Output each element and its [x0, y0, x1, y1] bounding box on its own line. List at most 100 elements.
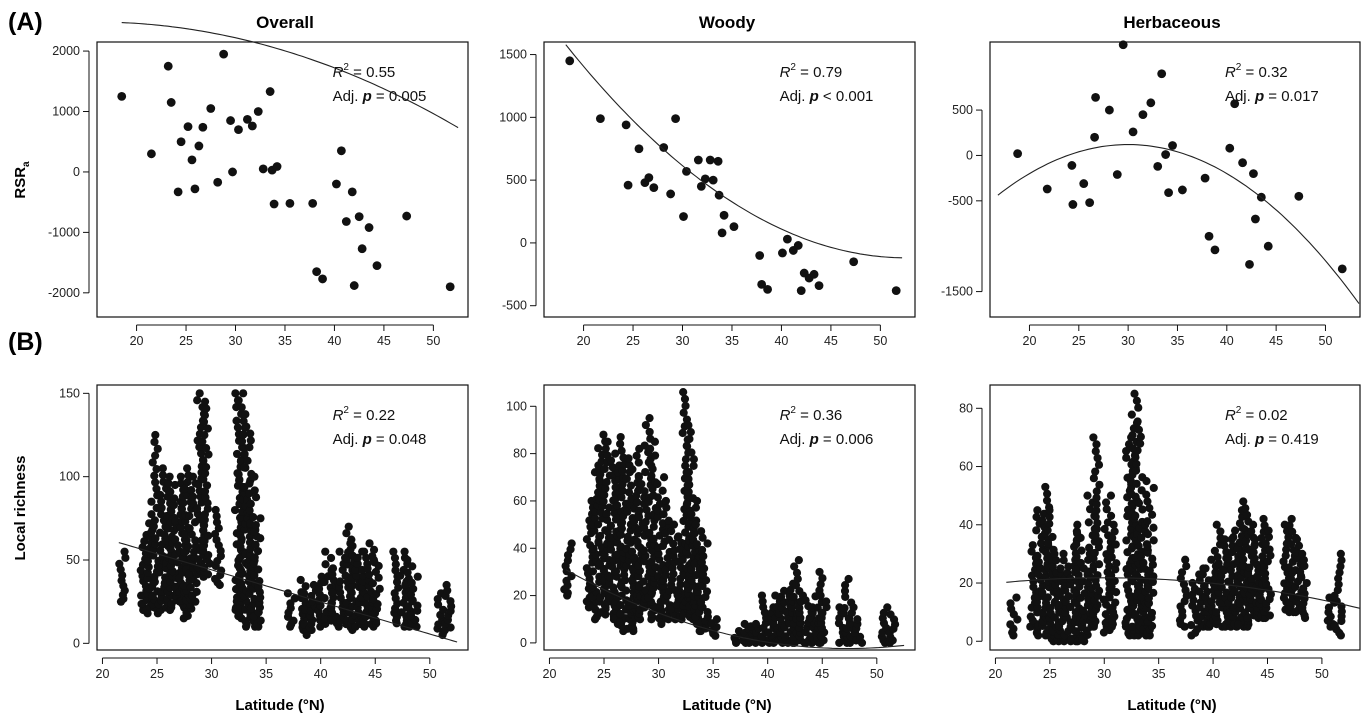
data-point — [1056, 564, 1065, 573]
x-tick-label: 25 — [179, 334, 193, 348]
data-point — [678, 555, 687, 565]
data-point — [1118, 40, 1128, 50]
adj-p-label: Adj. p = 0.005 — [333, 88, 427, 105]
data-point — [617, 518, 627, 527]
data-point — [1250, 541, 1259, 550]
data-point — [179, 581, 188, 590]
data-point — [365, 539, 374, 548]
data-point — [1148, 560, 1157, 569]
data-point — [1164, 188, 1173, 198]
data-point — [1243, 613, 1252, 623]
data-point — [1188, 578, 1197, 588]
data-point — [245, 506, 254, 515]
data-point — [256, 534, 265, 543]
data-point — [1036, 539, 1046, 548]
fit-curve — [565, 569, 905, 650]
data-point — [616, 530, 625, 539]
data-point — [1213, 553, 1222, 562]
data-point — [369, 555, 379, 565]
x-tick-label: 50 — [423, 667, 437, 681]
data-point — [624, 488, 634, 497]
data-point — [780, 632, 790, 641]
data-point — [1107, 553, 1116, 562]
data-point — [1230, 526, 1240, 535]
data-point — [700, 174, 710, 184]
data-point — [702, 587, 712, 596]
data-point — [1210, 245, 1220, 255]
data-point — [372, 261, 382, 271]
y-tick-label: 80 — [959, 401, 973, 415]
y-tick-label: 0 — [966, 148, 973, 162]
data-point — [115, 559, 124, 568]
data-point — [190, 184, 200, 194]
data-point — [188, 472, 198, 481]
r-squared-label: R2 = 0.36 — [780, 405, 843, 424]
x-tick-label: 25 — [597, 667, 611, 681]
x-tick-label: 45 — [377, 334, 391, 348]
data-point — [681, 461, 690, 470]
data-point — [272, 162, 282, 171]
data-point — [335, 547, 344, 556]
data-point — [1048, 562, 1057, 571]
data-point — [740, 619, 749, 629]
data-point — [180, 548, 189, 557]
data-point — [375, 584, 384, 593]
data-point — [1072, 552, 1081, 561]
data-point — [790, 562, 799, 571]
data-point — [789, 592, 798, 601]
data-point — [239, 389, 248, 398]
data-point — [1195, 587, 1204, 596]
data-point — [1079, 606, 1088, 615]
data-point — [391, 560, 400, 569]
data-point — [413, 572, 422, 581]
data-point — [658, 486, 667, 495]
data-point — [669, 520, 679, 529]
data-point — [245, 443, 254, 452]
data-point — [194, 480, 203, 489]
data-point — [621, 586, 631, 595]
data-point — [193, 396, 202, 405]
data-point — [147, 497, 156, 506]
data-point — [682, 500, 692, 509]
data-point — [606, 456, 616, 465]
data-point — [1294, 541, 1304, 550]
data-point — [301, 582, 310, 591]
data-point — [1217, 583, 1226, 592]
data-point — [582, 535, 591, 544]
data-point — [600, 490, 609, 500]
y-tick-label: 60 — [513, 494, 527, 508]
data-point — [1282, 545, 1291, 554]
y-tick-label: 500 — [952, 103, 973, 117]
data-point — [1106, 511, 1116, 520]
data-point — [152, 484, 161, 493]
plot-frame — [989, 41, 1361, 318]
data-point — [236, 457, 245, 466]
data-point — [403, 568, 412, 577]
data-point — [1106, 491, 1116, 500]
data-point — [1200, 173, 1210, 183]
data-point — [1131, 492, 1140, 501]
data-point — [246, 429, 255, 438]
data-point — [763, 284, 772, 294]
data-point — [793, 241, 803, 250]
x-tick-label: 35 — [1171, 334, 1185, 348]
x-tick-label: 40 — [314, 667, 328, 681]
panel-herbaceous-rsr: 20 25 30 35 40 45 50 -1500 -500 0 500 R2 = 0.32 Adj.… — [941, 40, 1361, 348]
data-point — [682, 166, 691, 176]
data-point — [682, 441, 691, 450]
y-tick-label: 40 — [959, 518, 973, 532]
data-point — [1132, 479, 1141, 488]
data-point — [667, 527, 676, 536]
data-point — [321, 560, 330, 569]
data-point — [599, 566, 608, 575]
data-point — [1294, 191, 1304, 201]
data-point — [1261, 539, 1270, 548]
data-point — [1131, 511, 1140, 520]
data-point — [613, 501, 622, 510]
data-point — [1091, 467, 1100, 476]
data-point — [1132, 418, 1142, 427]
row-label-a: (A) — [8, 8, 43, 36]
data-point — [1094, 460, 1104, 469]
data-point — [1089, 433, 1098, 442]
